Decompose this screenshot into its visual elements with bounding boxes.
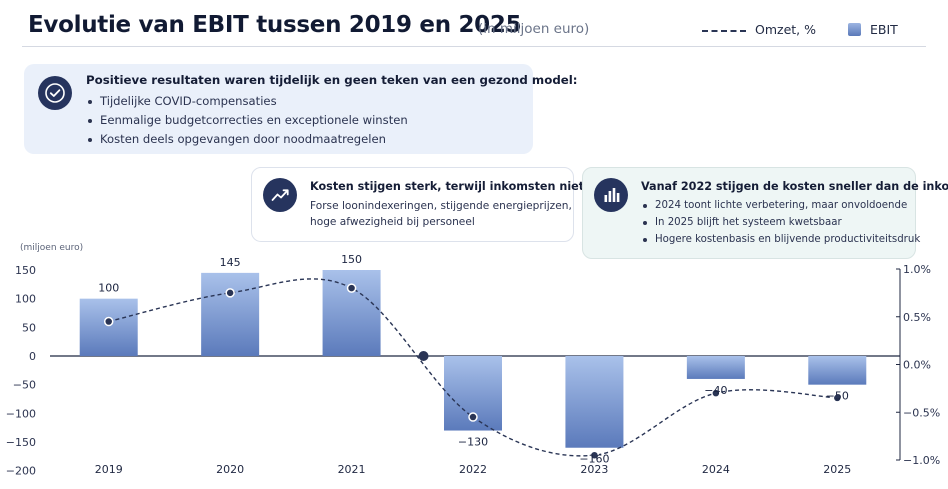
ebit-bar — [565, 356, 624, 448]
ebit-bar — [79, 298, 138, 356]
costs-rising-heading: Kosten stijgen sterk, terwijl inkomsten … — [310, 180, 631, 193]
ebit-data-label: −160 — [579, 453, 609, 466]
list-item: Hogere kostenbasis en blijvende producti… — [641, 231, 920, 248]
ebit-data-label: 100 — [98, 282, 119, 295]
ebit-data-label: −130 — [458, 436, 488, 449]
omzet-point — [103, 316, 114, 327]
x-category-label: 2024 — [702, 463, 730, 476]
x-category-label: 2019 — [95, 463, 123, 476]
legend-bar-swatch — [848, 23, 861, 36]
positive-results-heading: Positieve resultaten waren tijdelijk en … — [86, 73, 578, 87]
y-left-tick-label: 100 — [15, 293, 36, 306]
y-right-tick-label: −1.0% — [903, 454, 940, 467]
y-left-tick-label: 150 — [15, 264, 36, 277]
trend-up-icon — [263, 178, 297, 212]
y-left-tick-label: −200 — [6, 465, 36, 478]
ebit-bar — [686, 356, 745, 379]
list-item: In 2025 blijft het systeem kwetsbaar — [641, 214, 920, 231]
omzet-point — [832, 393, 843, 403]
legend-line-swatch — [702, 30, 746, 32]
title-divider — [22, 46, 926, 47]
x-category-label: 2022 — [459, 463, 487, 476]
list-item: 2024 toont lichte verbetering, maar onvo… — [641, 197, 920, 214]
ebit-data-label: 145 — [220, 256, 241, 269]
omzet-point — [468, 412, 478, 422]
ebit-data-label: −50 — [826, 390, 849, 403]
y-right-tick-label: 0.5% — [903, 311, 931, 324]
positive-results-card: Positieve resultaten waren tijdelijk en … — [24, 64, 578, 154]
since-2022-card: Vanaf 2022 stijgen de kosten sneller dan… — [582, 167, 948, 259]
omzet-point — [346, 283, 357, 293]
y-left-tick-label: −50 — [13, 379, 36, 392]
x-category-label: 2023 — [580, 463, 608, 476]
list-item: Tijdelijke COVID-compensaties — [86, 92, 408, 111]
omzet-point — [225, 288, 235, 298]
y-axis-unit-label: (miljoen euro) — [20, 243, 83, 253]
page-subtitle: (in miljoen euro) — [478, 21, 590, 37]
costs-rising-card: Kosten stijgen sterk, terwijl inkomsten … — [251, 167, 630, 242]
legend-bar-label: EBIT — [870, 22, 898, 37]
x-category-label: 2020 — [216, 463, 244, 476]
costs-rising-line-1: Forse loonindexeringen, stijgende energi… — [310, 200, 572, 212]
y-left-tick-label: −100 — [6, 407, 36, 420]
y-left-tick-label: 50 — [22, 321, 36, 334]
list-item: Eenmalige budgetcorrecties en exceptione… — [86, 111, 408, 130]
omzet-point — [589, 450, 600, 460]
page-title: Evolutie van EBIT tussen 2019 en 2025 — [28, 12, 522, 38]
since-2022-list: 2024 toont lichte verbetering, maar onvo… — [641, 197, 920, 248]
y-left-tick-label: 0 — [29, 350, 36, 363]
ebit-bar — [322, 270, 381, 356]
y-right-tick-label: 0.0% — [903, 359, 931, 372]
x-category-label: 2021 — [338, 463, 366, 476]
zero-crossing-marker — [418, 351, 429, 361]
list-item: Kosten deels opgevangen door noodmaatreg… — [86, 130, 408, 149]
check-circle-icon — [38, 76, 72, 110]
legend-line-label: Omzet, % — [755, 22, 816, 37]
x-category-label: 2025 — [823, 463, 851, 476]
costs-rising-line-2: hoge afwezigheid bij personeel — [310, 216, 475, 228]
since-2022-heading: Vanaf 2022 stijgen de kosten sneller dan… — [641, 180, 948, 193]
omzet-point — [711, 388, 721, 398]
bar-chart-icon — [594, 178, 628, 212]
ebit-data-label: −40 — [704, 384, 727, 397]
y-right-tick-label: 1.0% — [903, 263, 931, 276]
ebit-bar — [201, 272, 260, 356]
y-right-tick-label: −0.5% — [903, 406, 940, 419]
y-left-tick-label: −150 — [6, 436, 36, 449]
positive-results-list: Tijdelijke COVID-compensaties Eenmalige … — [86, 92, 408, 149]
ebit-bar — [808, 356, 867, 385]
ebit-data-label: 150 — [341, 253, 362, 266]
